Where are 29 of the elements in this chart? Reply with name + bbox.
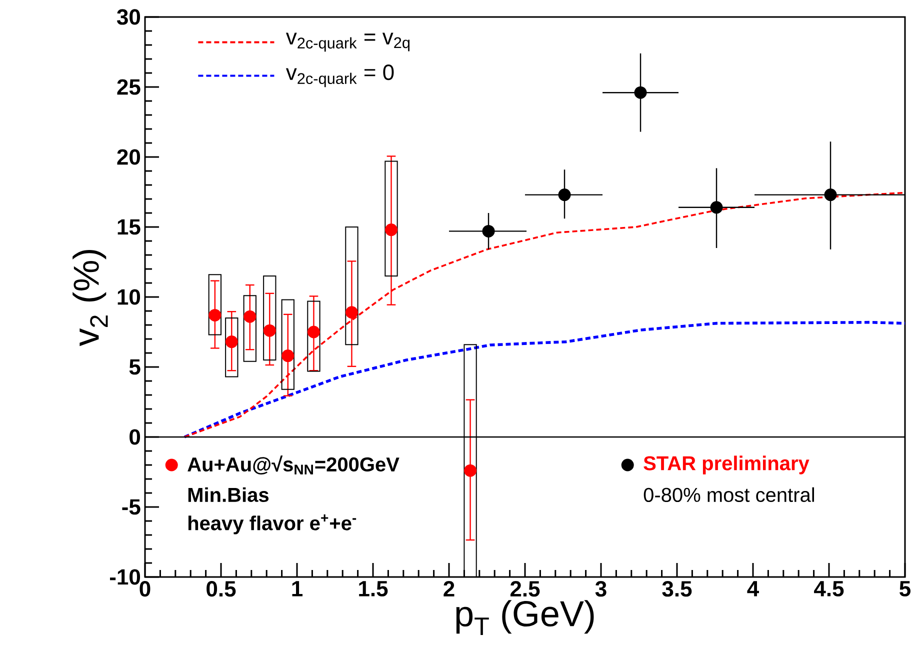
x-tick-label: 4.5 <box>814 581 844 596</box>
x-tick-label: 4 <box>747 581 759 596</box>
annotation: heavy flavor e$^{+}$+e$^{-}$ <box>188 514 356 534</box>
y-axis-title: v$_{2}$ (%) <box>72 250 108 346</box>
y-tick-label: 10 <box>118 289 140 305</box>
y-tick-label: 20 <box>117 149 140 165</box>
x-tick-label: 3 <box>595 581 606 597</box>
x-tick-label: 1.5 <box>359 581 388 596</box>
x-tick-label: 5 <box>900 581 910 596</box>
y-tick-label: -10 <box>110 569 140 585</box>
x-tick-label: 1 <box>292 581 303 596</box>
y-tick-label: 25 <box>117 79 140 95</box>
annotation: Min.Bias <box>188 487 269 502</box>
y-tick-label: 15 <box>118 219 140 235</box>
legend-label: v$_{2c-quark}$ = 0 <box>286 64 394 88</box>
x-tick-label: 2.5 <box>510 581 540 597</box>
y-tick-label: -5 <box>122 499 140 515</box>
x-tick-label: 0.5 <box>206 581 236 597</box>
x-tick-label: 0 <box>140 581 150 597</box>
annotation: 0-80% most central <box>644 487 814 502</box>
y-tick-label: 30 <box>116 9 140 25</box>
legend-label: Au+Au@√s$_{NN}$=200GeV <box>188 455 400 474</box>
x-axis-title: p$_{T}$ (GeV) <box>456 600 594 635</box>
x-tick-label: 3.5 <box>662 581 692 597</box>
legend-label: v$_{2c-quark}$ = v$_{2q}$ <box>286 32 410 52</box>
x-tick-label: 2 <box>444 581 454 596</box>
legend-label: STAR preliminary <box>644 456 810 474</box>
y-tick-label: 0 <box>130 429 140 445</box>
y-tick-label: 5 <box>129 359 140 375</box>
